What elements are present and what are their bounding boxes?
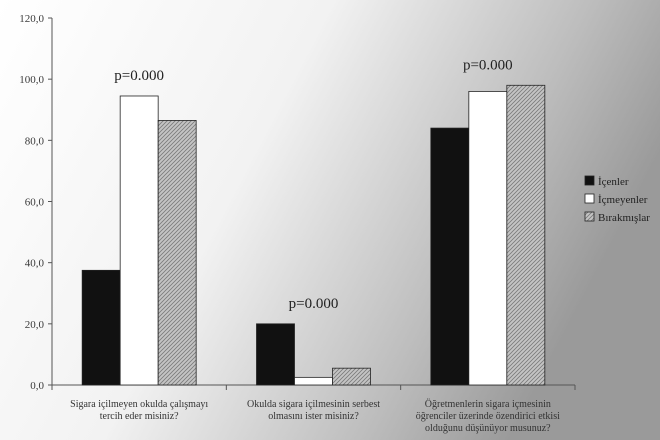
category-label: Okulda sigara içilmesinin serbest olmasın…: [247, 399, 380, 422]
y-tick-label: 40,0: [25, 258, 45, 270]
category-label: Öğretmenlerin sigara içmesinin öğrenciler…: [416, 398, 560, 434]
legend-swatch: [584, 211, 595, 222]
y-tick-label: 0,0: [30, 380, 44, 392]
p-value-annotation: p=0.000: [289, 296, 339, 312]
bar-3-cat-1: [157, 120, 197, 386]
legend-label: İçmeyenler: [598, 194, 648, 206]
legend-label: İçenler: [598, 176, 629, 188]
p-value-annotation: p=0.000: [463, 57, 513, 73]
bar-3-cat-2: [332, 367, 371, 386]
bar-2-cat-1: [119, 95, 159, 386]
bar-1-cat-3: [430, 127, 470, 386]
bar-2-cat-2: [294, 376, 333, 386]
bar-2-cat-3: [468, 91, 508, 386]
legend-swatch: [584, 175, 595, 186]
p-value-annotation: p=0.000: [114, 68, 164, 84]
y-tick-label: 80,0: [25, 135, 45, 147]
y-tick-label: 60,0: [25, 197, 45, 209]
y-tick-label: 100,0: [19, 74, 44, 86]
y-tick-label: 120,0: [19, 13, 44, 25]
bar-1-cat-1: [81, 269, 121, 386]
y-tick-label: 20,0: [25, 319, 45, 331]
plot-area: 0,0 20,0 40,0 60,0 80,0 100,0 120,0 p=0.000 Siga…: [19, 13, 650, 434]
legend-swatch: [584, 193, 595, 204]
legend-label: Bırakmışlar: [598, 212, 650, 224]
bar-3-cat-3: [506, 84, 546, 386]
bar-1-cat-2: [256, 323, 295, 386]
category-label: Sigara içilmeyen okulda çalışmayı tercih …: [70, 399, 208, 422]
